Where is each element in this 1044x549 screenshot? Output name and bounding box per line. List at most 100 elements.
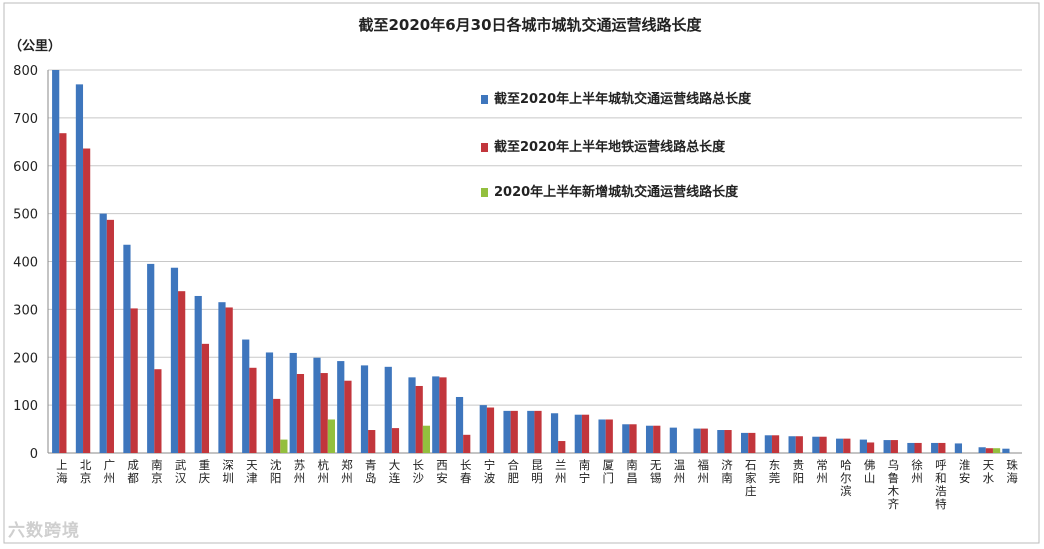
bar-0-佛山	[859, 439, 867, 453]
bar-1-武汉	[178, 291, 186, 453]
chart-title: 截至2020年6月30日各城市城轨交通运营线路长度	[358, 16, 702, 34]
x-tick-label: 长春	[460, 458, 472, 485]
bar-1-杭州	[320, 373, 328, 453]
bar-1-济南	[724, 430, 732, 453]
bar-1-乌鲁木齐	[890, 440, 898, 453]
bar-0-郑州	[337, 361, 345, 453]
bar-0-南宁	[574, 414, 582, 453]
bar-2-长沙	[422, 425, 431, 453]
bar-0-广州	[99, 213, 107, 453]
bar-0-淮安	[954, 443, 963, 453]
bar-1-贵阳	[795, 436, 803, 453]
x-tick-label: 济南	[721, 458, 733, 485]
x-tick-label: 苏州	[294, 458, 306, 485]
x-tick-label: 沈阳	[270, 458, 282, 485]
bar-1-佛山	[866, 442, 875, 453]
legend-swatch-0	[481, 95, 488, 104]
y-tick-label: 0	[30, 447, 38, 462]
bar-1-重庆	[201, 343, 210, 453]
bar-0-宁波	[479, 405, 487, 453]
x-tick-label: 上海	[56, 458, 68, 485]
x-tick-label: 大连	[389, 458, 401, 485]
bar-1-大连	[391, 428, 400, 453]
bar-0-福州	[693, 428, 701, 453]
bar-0-厦门	[598, 419, 606, 453]
bar-0-南昌	[622, 424, 630, 453]
x-tick-label: 无锡	[650, 458, 662, 485]
legend-swatch-1	[481, 143, 488, 152]
bar-0-乌鲁木齐	[883, 440, 891, 453]
bar-1-苏州	[296, 374, 305, 453]
bar-0-苏州	[289, 352, 297, 453]
legend-label-2: 2020年上半年新增城轨交通运营线路长度	[494, 184, 739, 200]
bar-1-天津	[249, 367, 257, 453]
bar-1-长沙	[415, 385, 423, 453]
bar-0-上海	[52, 70, 60, 453]
bar-1-青岛	[368, 430, 376, 453]
x-tick-label: 南京	[151, 458, 163, 485]
bar-0-无锡	[645, 425, 654, 453]
bar-0-常州	[812, 436, 820, 453]
x-tick-label: 东莞	[769, 458, 781, 485]
bar-0-合肥	[503, 410, 511, 453]
x-tick-label: 西安	[436, 458, 448, 485]
x-tick-label: 青岛	[365, 458, 377, 485]
bar-1-北京	[83, 148, 91, 453]
bar-1-常州	[819, 436, 827, 453]
x-tick-label: 贵阳	[793, 458, 805, 485]
x-tick-label: 佛山	[864, 458, 876, 485]
x-tick-label: 厦门	[603, 458, 615, 485]
bar-0-天水	[978, 447, 986, 453]
x-tick-label: 长沙	[412, 458, 424, 485]
bar-0-深圳	[218, 302, 226, 453]
chart-frame	[3, 2, 1040, 544]
watermark: 六数跨境	[8, 521, 80, 541]
bar-0-大连	[384, 366, 392, 453]
x-tick-label: 兰州	[555, 458, 567, 485]
bar-0-贵阳	[788, 436, 796, 453]
bar-1-徐州	[914, 442, 922, 453]
bar-2-天水	[992, 448, 1001, 453]
x-tick-label: 珠海	[1006, 458, 1018, 485]
bar-0-哈尔滨	[836, 438, 844, 453]
x-tick-label: 常州	[816, 458, 828, 485]
bar-0-石家庄	[741, 432, 749, 453]
bar-0-南京	[147, 263, 155, 453]
bar-2-杭州	[327, 419, 335, 453]
bar-1-南昌	[629, 424, 637, 453]
x-tick-label: 天水	[983, 458, 995, 485]
bar-0-成都	[123, 244, 131, 453]
x-tick-label: 宁波	[484, 458, 496, 485]
bar-0-东莞	[764, 435, 772, 453]
bar-1-南宁	[581, 414, 590, 453]
bar-0-长沙	[408, 377, 416, 453]
bar-1-上海	[59, 133, 67, 453]
x-tick-label: 郑州	[341, 458, 353, 485]
bar-0-济南	[717, 430, 725, 453]
legend-label-0: 截至2020年上半年城轨交通运营线路总长度	[494, 91, 752, 107]
bar-1-福州	[700, 428, 708, 453]
bar-1-长春	[463, 434, 471, 453]
bar-0-北京	[75, 84, 84, 454]
bar-1-昆明	[534, 410, 542, 453]
x-tick-label: 温州	[674, 458, 686, 485]
bar-1-厦门	[605, 419, 613, 453]
bar-0-兰州	[550, 413, 559, 453]
bar-0-长春	[455, 396, 464, 453]
y-tick-label: 500	[13, 208, 38, 223]
x-tick-label: 昆明	[531, 458, 543, 485]
x-tick-label: 武汉	[175, 458, 187, 485]
bar-1-兰州	[558, 441, 566, 453]
bar-0-杭州	[313, 357, 321, 453]
bar-0-昆明	[527, 410, 535, 453]
y-tick-label: 200	[13, 351, 38, 366]
bar-1-西安	[439, 377, 447, 453]
bar-1-东莞	[771, 435, 780, 453]
bar-0-徐州	[907, 442, 915, 453]
y-tick-label: 700	[13, 112, 38, 127]
bar-1-哈尔滨	[843, 438, 851, 453]
bar-1-天水	[985, 448, 993, 453]
x-tick-label: 呼和浩特	[935, 458, 947, 511]
